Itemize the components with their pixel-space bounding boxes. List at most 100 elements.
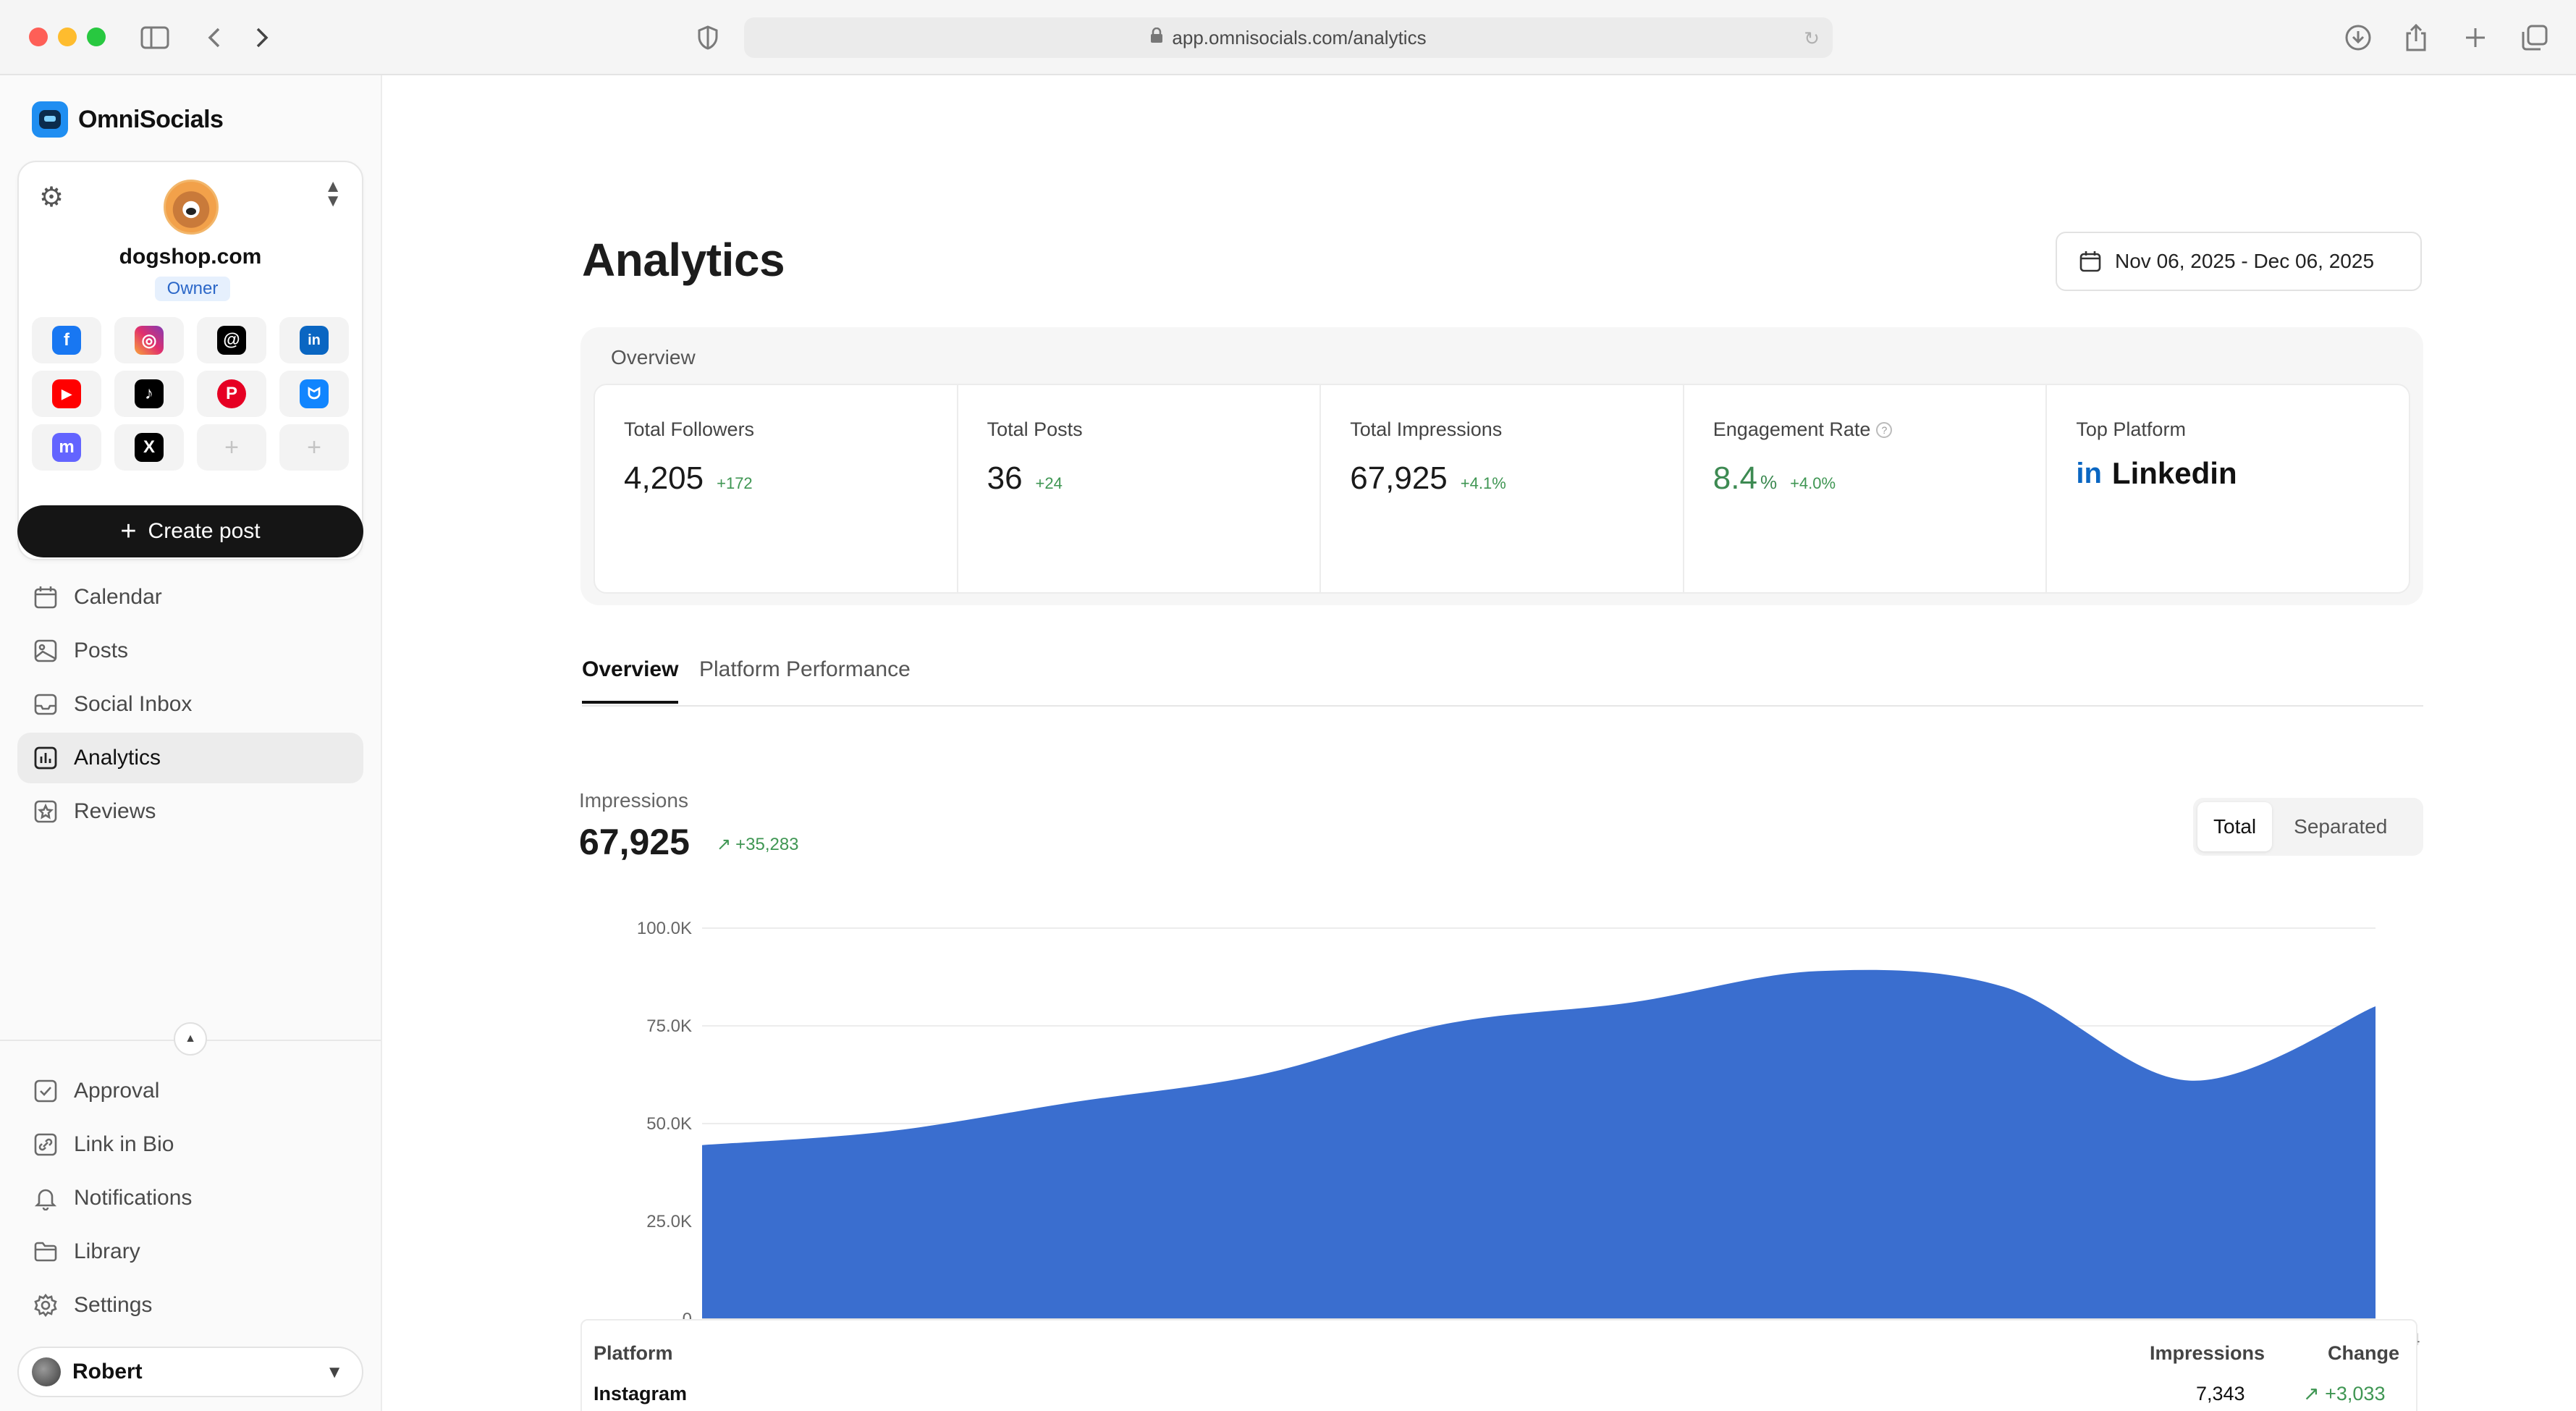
top-platform-value: in Linkedin: [2076, 456, 2237, 491]
inbox-icon: [32, 691, 59, 718]
mastodon-icon: m: [52, 433, 81, 462]
account-settings-icon[interactable]: ⚙: [39, 182, 64, 213]
share-icon[interactable]: [2399, 20, 2433, 55]
linkedin-icon: in: [300, 326, 329, 355]
user-menu[interactable]: Robert ▼: [17, 1347, 363, 1397]
sidebar-item-reviews[interactable]: Reviews: [17, 786, 363, 837]
stat-unit: %: [1760, 471, 1778, 493]
impressions-label: Impressions: [579, 789, 688, 812]
top-platform-name: Linkedin: [2111, 456, 2237, 490]
overview-heading: Overview: [611, 346, 696, 368]
sidebar-item-notifications[interactable]: Notifications: [17, 1173, 363, 1223]
platform-linkedin[interactable]: in: [279, 317, 349, 363]
impressions-area-chart: 025.0K50.0K75.0K100.0K2025-11-162025-11-…: [637, 919, 2420, 1349]
create-post-button[interactable]: + Create post: [17, 505, 363, 557]
role-badge: Owner: [155, 277, 230, 301]
bell-icon: [32, 1184, 59, 1212]
forward-icon[interactable]: [245, 20, 279, 55]
brand-name: OmniSocials: [78, 105, 224, 133]
sidebar-item-social-inbox[interactable]: Social Inbox: [17, 679, 363, 730]
impressions-area-series[interactable]: [702, 969, 2376, 1319]
toggle-total[interactable]: Total: [2197, 802, 2273, 851]
calendar-icon: [2079, 251, 2101, 272]
stat-delta: +172: [717, 474, 753, 492]
info-icon[interactable]: ?: [1876, 421, 1893, 438]
collapse-chevron-up-icon[interactable]: ▲: [174, 1022, 207, 1056]
folder-icon: [32, 1238, 59, 1265]
address-bar[interactable]: app.omnisocials.com/analytics ↻: [744, 17, 1833, 58]
y-tick-label: 25.0K: [646, 1212, 692, 1231]
account-switcher-icon[interactable]: ▲ ▼: [324, 177, 342, 211]
sidebar-item-analytics[interactable]: Analytics: [17, 733, 363, 783]
sidebar-item-library[interactable]: Library: [17, 1226, 363, 1277]
sidebar-item-label: Notifications: [74, 1186, 193, 1210]
calendar-icon: [32, 584, 59, 611]
platform-youtube[interactable]: ▶: [32, 371, 101, 417]
new-tab-icon[interactable]: [2458, 20, 2493, 55]
platform-bluesky[interactable]: ᗢ: [279, 371, 349, 417]
y-tick-label: 50.0K: [646, 1114, 692, 1134]
tab-platform-performance[interactable]: Platform Performance: [699, 657, 911, 681]
platform-instagram[interactable]: ◎: [114, 317, 184, 363]
add-platform-button[interactable]: +: [197, 424, 266, 471]
toggle-separated[interactable]: Separated: [2294, 815, 2388, 838]
stat-label: Total Followers: [624, 418, 755, 440]
col-header-platform: Platform: [594, 1342, 673, 1364]
analytics-icon: [32, 744, 59, 772]
stat-label: Total Posts: [987, 418, 1083, 440]
account-name: dogshop.com: [119, 245, 262, 269]
zoom-window-button[interactable]: [87, 28, 106, 46]
linkedin-icon: in: [2076, 457, 2102, 489]
url-text: app.omnisocials.com/analytics: [1172, 26, 1427, 49]
sidebar-toggle-icon[interactable]: [138, 20, 172, 55]
back-icon[interactable]: [197, 20, 232, 55]
link-icon: [32, 1131, 59, 1158]
stat-engagement-rate: Engagement Rate? 8.4% +4.0%: [1684, 385, 2048, 592]
platform-x[interactable]: X: [114, 424, 184, 471]
date-range-picker[interactable]: Nov 06, 2025 - Dec 06, 2025: [2056, 232, 2422, 291]
stat-number: 67,925: [1350, 460, 1448, 496]
sidebar-item-link-in-bio[interactable]: Link in Bio: [17, 1119, 363, 1170]
stat-total-followers: Total Followers 4,205 +172: [595, 385, 958, 592]
platform-mastodon[interactable]: m: [32, 424, 101, 471]
brand[interactable]: OmniSocials: [32, 101, 224, 138]
sidebar-item-settings[interactable]: Settings: [17, 1280, 363, 1331]
instagram-icon: ◎: [135, 326, 164, 355]
sidebar-item-approval[interactable]: Approval: [17, 1066, 363, 1116]
date-range-label: Nov 06, 2025 - Dec 06, 2025: [2115, 250, 2375, 272]
platform-pinterest[interactable]: P: [197, 371, 266, 417]
platform-facebook[interactable]: f: [32, 317, 101, 363]
platform-threads[interactable]: @: [197, 317, 266, 363]
minimize-window-button[interactable]: [58, 28, 77, 46]
sidebar-item-label: Calendar: [74, 585, 162, 609]
posts-icon: [32, 637, 59, 665]
main-content: Analytics Nov 06, 2025 - Dec 06, 2025 Ov…: [384, 75, 2576, 1411]
tab-overview[interactable]: Overview: [582, 657, 679, 704]
stats-row: Total Followers 4,205 +172 Total Posts 36…: [594, 384, 2410, 594]
close-window-button[interactable]: [29, 28, 48, 46]
sidebar-item-label: Reviews: [74, 799, 156, 823]
plus-icon: +: [120, 516, 137, 547]
sidebar-item-calendar[interactable]: Calendar: [17, 572, 363, 623]
reload-icon[interactable]: ↻: [1804, 28, 1820, 49]
user-name: Robert: [72, 1360, 143, 1383]
pinterest-icon: P: [217, 379, 246, 408]
stat-number: 36: [987, 460, 1023, 496]
stat-delta: +4.1%: [1460, 474, 1506, 492]
tab-overview-icon[interactable]: [2517, 20, 2552, 55]
trend-up-icon: ↗: [717, 835, 732, 854]
user-avatar: [32, 1357, 61, 1386]
lock-icon: [1150, 27, 1163, 48]
add-platform-button[interactable]: +: [279, 424, 349, 471]
youtube-icon: ▶: [52, 379, 81, 408]
row-platform: Instagram: [594, 1383, 688, 1404]
stat-value: 36 +24: [987, 460, 1063, 497]
download-icon[interactable]: [2341, 20, 2376, 55]
gear-icon: [32, 1292, 59, 1319]
sidebar: OmniSocials ⚙ ▲ ▼ dogshop.com Owner f ◎ @…: [0, 75, 382, 1411]
stat-top-platform: Top Platform in Linkedin: [2047, 385, 2409, 592]
sidebar-item-posts[interactable]: Posts: [17, 626, 363, 676]
privacy-shield-icon[interactable]: [691, 20, 725, 55]
impressions-delta: ↗ +35,283: [717, 834, 799, 855]
platform-tiktok[interactable]: ♪: [114, 371, 184, 417]
